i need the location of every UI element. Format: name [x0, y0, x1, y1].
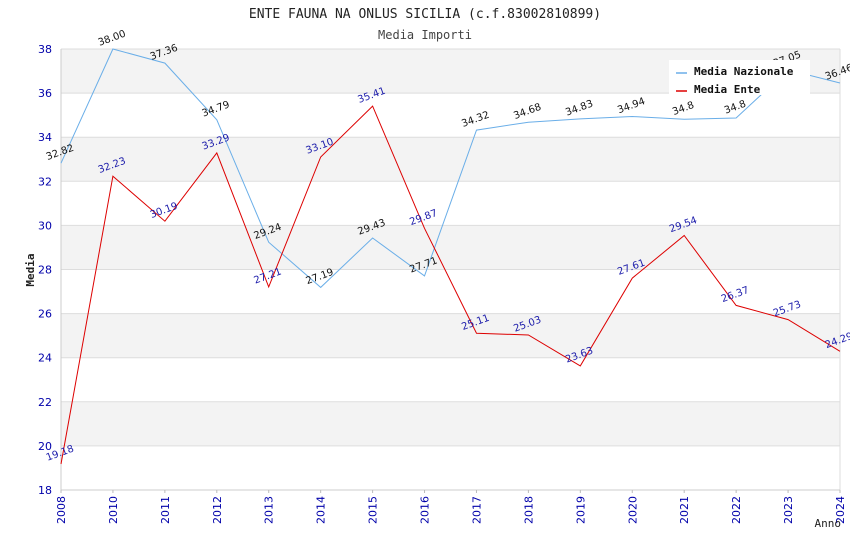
- x-axis-label: Anno: [815, 517, 842, 530]
- data-label-nazionale: 34.68: [512, 102, 543, 122]
- y-tick-label: 18: [38, 484, 52, 497]
- axes: [60, 49, 841, 493]
- y-tick-label: 24: [38, 352, 52, 365]
- legend-background: [669, 60, 810, 95]
- data-label-ente: 30.19: [149, 201, 180, 221]
- data-label-nazionale: 34.94: [616, 96, 647, 116]
- x-tick-label: 2013: [263, 496, 276, 524]
- legend-label-ente: Media Ente: [694, 83, 761, 96]
- x-tick-label: 2016: [419, 496, 432, 524]
- x-tick-label: 2008: [55, 496, 68, 524]
- x-tick-label: 2012: [211, 496, 224, 524]
- series-line-media-nazionale: [60, 48, 841, 289]
- chart-subtitle: Media Importi: [378, 28, 472, 42]
- y-tick-labels: 18 20 22 24 26 28 30 32 34 36 38: [38, 43, 52, 497]
- y-tick-label: 22: [38, 396, 52, 409]
- x-tick-label: 2015: [367, 496, 380, 524]
- y-tick-label: 20: [38, 440, 52, 453]
- y-tick-label: 26: [38, 308, 52, 321]
- y-tick-label: 34: [38, 131, 52, 144]
- x-tick-label: 2014: [315, 496, 328, 524]
- y-tick-label: 36: [38, 87, 52, 100]
- x-tick-label: 2021: [678, 496, 691, 524]
- x-tick-label: 2018: [522, 496, 535, 524]
- series-lines: [60, 48, 841, 465]
- x-tick-label: 2017: [470, 496, 483, 524]
- x-tick-label: 2010: [107, 496, 120, 524]
- x-tick-label: 2011: [159, 496, 172, 524]
- y-tick-label: 30: [38, 219, 52, 232]
- x-tick-labels: 2008 2010 2011 2012 2013 2014 2015 2016 2017 2018…: [55, 496, 847, 524]
- series-line-media-ente: [60, 105, 841, 465]
- grid-bands: [61, 49, 840, 446]
- chart-title: ENTE FAUNA NA ONLUS SICILIA (c.f.8300281…: [249, 7, 601, 22]
- legend: Media Nazionale Media Ente: [669, 60, 810, 96]
- data-label-nazionale: 34.79: [201, 99, 232, 119]
- x-tick-label: 2022: [730, 496, 743, 524]
- y-tick-label: 32: [38, 175, 52, 188]
- data-label-ente: 26.37: [720, 285, 751, 305]
- data-label-nazionale: 34.8: [671, 100, 696, 118]
- grid-band: [61, 137, 840, 182]
- y-tick-label: 38: [38, 43, 52, 56]
- grid-band: [61, 225, 840, 270]
- x-tick-label: 2023: [782, 496, 795, 524]
- grid-band: [61, 313, 840, 358]
- grid-band: [61, 401, 840, 446]
- x-tick-label: 2024: [834, 496, 847, 524]
- data-label-nazionale: 34.32: [460, 110, 491, 130]
- data-label-nazionale: 34.83: [564, 98, 595, 118]
- data-label-nazionale: 38.00: [97, 29, 128, 49]
- y-tick-label: 28: [38, 264, 52, 277]
- y-axis-label: Media: [24, 253, 37, 286]
- legend-label-nazionale: Media Nazionale: [694, 65, 794, 78]
- gridlines: [61, 48, 840, 491]
- data-label-nazionale: 27.19: [305, 267, 336, 287]
- x-tick-label: 2019: [574, 496, 587, 524]
- x-tick-label: 2020: [626, 496, 639, 524]
- data-label-nazionale: 34.8: [723, 99, 748, 117]
